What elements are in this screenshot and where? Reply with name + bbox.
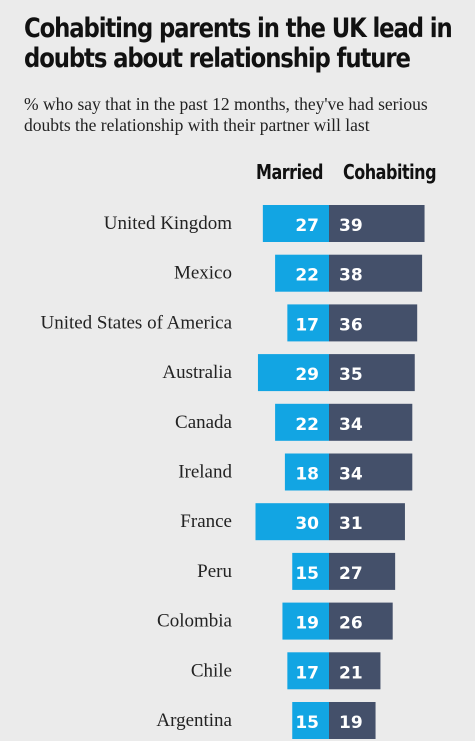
value-label-cohabiting: 39 <box>339 216 363 236</box>
value-label-married: 22 <box>295 266 319 286</box>
bar-cohabiting <box>329 552 396 590</box>
value-label-married: 19 <box>295 614 319 634</box>
bar-cohabiting <box>329 453 413 491</box>
bar-married <box>282 602 329 640</box>
bar-married <box>287 304 329 342</box>
bar-married <box>255 503 329 541</box>
bar-cohabiting <box>329 652 381 690</box>
value-label-married: 17 <box>295 315 319 335</box>
value-label-married: 22 <box>295 415 319 435</box>
category-label: Chile <box>191 660 232 681</box>
category-label: Argentina <box>156 710 232 731</box>
category-label: Peru <box>197 561 232 582</box>
bar-cohabiting <box>329 602 393 640</box>
value-label-cohabiting: 31 <box>339 514 363 534</box>
value-label-cohabiting: 26 <box>339 614 363 634</box>
value-label-cohabiting: 36 <box>339 315 363 335</box>
category-label: United States of America <box>40 312 232 333</box>
value-label-married: 18 <box>295 465 319 485</box>
legend-married: Married <box>256 160 323 184</box>
value-label-married: 29 <box>295 365 319 385</box>
value-label-married: 30 <box>295 514 319 534</box>
chart-title-line-1: Cohabiting parents in the UK lead in <box>24 13 453 44</box>
bar-cohabiting <box>329 354 415 392</box>
value-label-cohabiting: 35 <box>339 365 363 385</box>
bar-cohabiting <box>329 503 405 541</box>
value-label-cohabiting: 19 <box>339 713 363 733</box>
chart-subtitle: % who say that in the past 12 months, th… <box>24 94 428 135</box>
bar-cohabiting <box>329 205 425 242</box>
value-label-cohabiting: 38 <box>339 266 363 286</box>
bar-married <box>292 702 329 739</box>
category-label: Australia <box>162 362 232 383</box>
category-label: France <box>180 511 232 532</box>
value-label-cohabiting: 27 <box>339 564 363 584</box>
bar-married <box>275 254 329 292</box>
bar-cohabiting <box>329 403 413 441</box>
legend-cohabiting: Cohabiting <box>343 160 437 184</box>
bar-cohabiting <box>329 702 376 739</box>
value-label-married: 27 <box>295 216 319 236</box>
value-label-married: 15 <box>295 564 319 584</box>
bar-married <box>257 354 329 392</box>
value-label-cohabiting: 34 <box>339 415 363 435</box>
bar-married <box>287 652 329 690</box>
bar-married <box>284 453 329 491</box>
bar-married <box>262 205 329 242</box>
bar-married <box>292 552 329 590</box>
value-label-married: 15 <box>295 713 319 733</box>
bar-cohabiting <box>329 304 418 342</box>
category-label: Canada <box>175 412 233 433</box>
bar-cohabiting <box>329 254 423 292</box>
value-label-cohabiting: 34 <box>339 465 363 485</box>
bar-married <box>275 403 329 441</box>
category-label: Colombia <box>157 611 233 632</box>
chart-title: Cohabiting parents in the UK lead in dou… <box>24 13 453 74</box>
category-label: Ireland <box>178 462 232 483</box>
value-label-cohabiting: 21 <box>339 663 363 683</box>
category-label: Mexico <box>174 263 232 284</box>
value-label-married: 17 <box>295 663 319 683</box>
chart-title-line-2: doubts about relationship future <box>24 43 411 74</box>
category-label: United Kingdom <box>104 213 232 234</box>
